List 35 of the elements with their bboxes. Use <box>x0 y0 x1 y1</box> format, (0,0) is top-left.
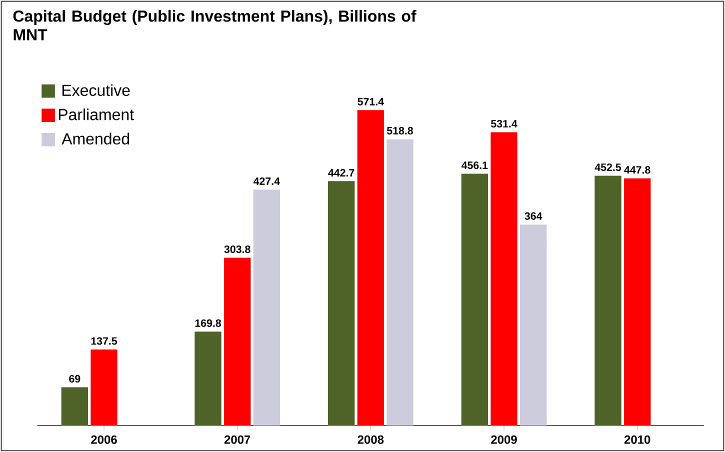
data-label: 169.8 <box>195 319 222 327</box>
data-label: 442.7 <box>328 169 354 176</box>
bar <box>594 176 622 426</box>
bar <box>624 178 651 426</box>
x-tick-label: 2009 <box>491 435 517 444</box>
bar <box>194 332 222 426</box>
bar <box>520 224 547 426</box>
x-tick-label: 2006 <box>91 435 117 444</box>
data-label: 69 <box>69 375 80 383</box>
legend-label: Parliament <box>58 108 134 120</box>
bar <box>386 139 414 426</box>
bar <box>357 110 384 426</box>
legend-label: Amended <box>62 132 130 145</box>
data-label: 452.5 <box>594 163 622 172</box>
bar <box>490 132 518 426</box>
data-label: 518.8 <box>386 126 414 134</box>
x-tick-label: 2010 <box>624 435 650 444</box>
data-label: 447.8 <box>624 166 650 174</box>
data-label: 364 <box>524 212 542 220</box>
bar <box>224 258 251 426</box>
bar <box>61 387 88 426</box>
bar <box>461 174 488 426</box>
bar <box>90 349 118 426</box>
data-label: 137.5 <box>91 337 118 345</box>
data-label: 303.8 <box>224 245 250 254</box>
data-label: 427.4 <box>253 177 280 185</box>
x-tick-label: 2008 <box>358 435 384 444</box>
x-tick-label: 2007 <box>224 435 250 444</box>
data-label: 456.1 <box>461 162 488 170</box>
legend-label: Executive <box>62 84 130 96</box>
chart-title: Capital Budget (Public Investment Plans), Billions of MNT <box>13 10 416 40</box>
data-label: 571.4 <box>358 98 384 106</box>
bar <box>253 190 280 426</box>
bar <box>328 181 355 426</box>
data-label: 531.4 <box>490 120 518 128</box>
